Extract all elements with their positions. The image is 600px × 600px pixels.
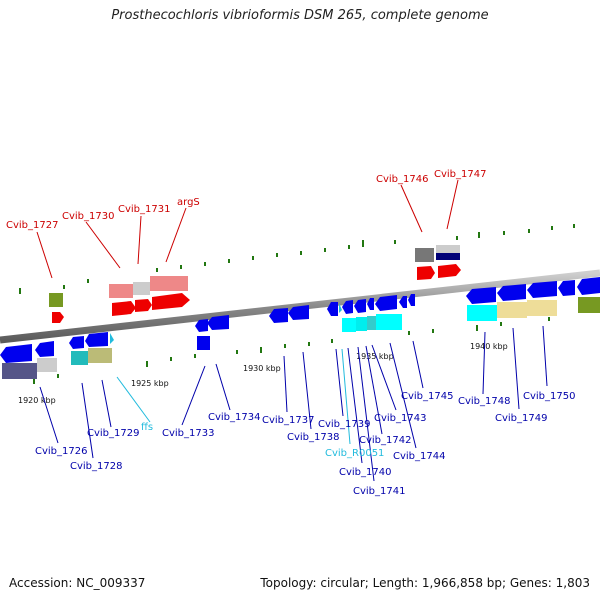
feature-1730-bar[interactable] bbox=[109, 284, 133, 298]
feature-1730-arrow[interactable] bbox=[112, 301, 136, 316]
genome-summary-text: Topology: circular; Length: 1,966,858 bp… bbox=[260, 576, 590, 590]
feature-1744-arrow[interactable] bbox=[399, 296, 407, 308]
feature-r0051-arrow[interactable] bbox=[339, 303, 342, 313]
map-title: Prosthecochloris vibrioformis DSM 265, c… bbox=[111, 8, 489, 23]
feature-1739-arrow[interactable] bbox=[327, 302, 338, 316]
gene-label-cvib-1745[interactable]: Cvib_1745 bbox=[401, 391, 453, 402]
gene-label-cvib-1744[interactable]: Cvib_1744 bbox=[393, 451, 445, 462]
gene-label-cvib-1740[interactable]: Cvib_1740 bbox=[339, 467, 391, 478]
gene-label-cvib-1742[interactable]: Cvib_1742 bbox=[359, 435, 411, 446]
gene-label-cvib-1743[interactable]: Cvib_1743 bbox=[374, 413, 426, 424]
gene-label-cvib-1734[interactable]: Cvib_1734 bbox=[208, 412, 260, 423]
gene-label-cvib-1749[interactable]: Cvib_1749 bbox=[495, 413, 547, 424]
feature-1748-arrow[interactable] bbox=[466, 287, 496, 304]
feature-1747-bar-dark[interactable] bbox=[436, 253, 460, 260]
feature-1747-bar[interactable] bbox=[436, 245, 460, 253]
gene-label-cvib-1729[interactable]: Cvib_1729 bbox=[87, 428, 139, 439]
feature-1726-bar[interactable] bbox=[2, 363, 37, 379]
feature-1728-arrow[interactable] bbox=[69, 336, 84, 349]
gene-labels: Cvib_1727 Cvib_1730 Cvib_1731 argS Cvib_… bbox=[6, 169, 575, 497]
feature-1746-arrow[interactable] bbox=[417, 266, 435, 280]
forward-features bbox=[49, 245, 461, 323]
feature-1727-bar[interactable] bbox=[49, 293, 63, 307]
feature-1738-arrow[interactable] bbox=[288, 305, 309, 320]
feature-1737-arrow[interactable] bbox=[269, 308, 288, 323]
feature-1748-bar[interactable] bbox=[467, 305, 497, 321]
scale-tick-1925: 1925 kbp bbox=[131, 379, 169, 388]
feature-1727-arrow[interactable] bbox=[52, 312, 64, 323]
feature-1728-bar[interactable] bbox=[71, 351, 88, 365]
feature-next-arrow-b[interactable] bbox=[577, 277, 600, 295]
accession-text: Accession: NC_009337 bbox=[9, 576, 146, 590]
feature-1731-arrow[interactable] bbox=[135, 299, 152, 312]
feature-args-bar[interactable] bbox=[150, 276, 188, 291]
feature-cluster-bar-b[interactable] bbox=[356, 317, 367, 331]
leader-lines bbox=[36, 179, 548, 482]
scale-tick-1930: 1930 kbp bbox=[243, 364, 281, 373]
feature-1746-bar[interactable] bbox=[415, 248, 434, 262]
scale-tick-1935: 1935 kbp bbox=[356, 352, 394, 361]
gene-label-cvib-1730[interactable]: Cvib_1730 bbox=[62, 211, 114, 222]
upper-dotted-track bbox=[19, 224, 575, 294]
feature-1729-arrow[interactable] bbox=[85, 332, 108, 347]
gene-label-ffs[interactable]: ffs bbox=[141, 422, 153, 433]
feature-1729-bar[interactable] bbox=[88, 348, 112, 363]
gene-label-cvib-1737[interactable]: Cvib_1737 bbox=[262, 415, 314, 426]
gene-label-cvib-1750[interactable]: Cvib_1750 bbox=[523, 391, 575, 402]
feature-1731-bar[interactable] bbox=[133, 282, 150, 295]
feature-1749-bar[interactable] bbox=[497, 302, 527, 318]
feature-ffs-arrow[interactable] bbox=[110, 333, 114, 344]
gene-label-cvib-r0051[interactable]: Cvib_R0051 bbox=[325, 448, 384, 459]
gene-label-cvib-1741[interactable]: Cvib_1741 bbox=[353, 486, 405, 497]
scale-ticks: 1920 kbp 1925 kbp 1930 kbp 1935 kbp 1940… bbox=[18, 342, 508, 405]
feature-cluster-bar-c[interactable] bbox=[367, 316, 376, 330]
feature-1734-arrow[interactable] bbox=[207, 315, 229, 330]
feature-1749-arrow[interactable] bbox=[497, 284, 526, 301]
gene-label-cvib-1747[interactable]: Cvib_1747 bbox=[434, 169, 486, 180]
feature-1747-arrow[interactable] bbox=[438, 264, 461, 278]
feature-1750-bar[interactable] bbox=[527, 300, 557, 316]
gene-label-cvib-1726[interactable]: Cvib_1726 bbox=[35, 446, 87, 457]
gene-label-cvib-1738[interactable]: Cvib_1738 bbox=[287, 432, 339, 443]
feature-1741-arrow[interactable] bbox=[354, 299, 366, 313]
feature-1733-arrow[interactable] bbox=[195, 319, 208, 332]
feature-1740-arrow[interactable] bbox=[342, 300, 353, 314]
scale-tick-1920: 1920 kbp bbox=[18, 396, 56, 405]
feature-1733-bar[interactable] bbox=[197, 336, 210, 350]
gene-label-args[interactable]: argS bbox=[177, 197, 200, 208]
gene-label-cvib-1728[interactable]: Cvib_1728 bbox=[70, 461, 122, 472]
feature-next-bar[interactable] bbox=[578, 297, 600, 313]
gene-label-cvib-1739[interactable]: Cvib_1739 bbox=[318, 419, 370, 430]
scale-tick-1940: 1940 kbp bbox=[470, 342, 508, 351]
feature-args-arrow[interactable] bbox=[152, 293, 190, 310]
feature-1745-arrow[interactable] bbox=[408, 294, 415, 306]
feature-1750-arrow[interactable] bbox=[527, 281, 557, 298]
feature-cluster-bar-d[interactable] bbox=[376, 314, 402, 330]
gene-label-cvib-1748[interactable]: Cvib_1748 bbox=[458, 396, 510, 407]
gene-label-cvib-1731[interactable]: Cvib_1731 bbox=[118, 204, 170, 215]
feature-cluster-bar-a[interactable] bbox=[342, 318, 356, 332]
feature-1726-arrow-a[interactable] bbox=[0, 344, 32, 363]
gene-label-cvib-1733[interactable]: Cvib_1733 bbox=[162, 428, 214, 439]
gene-label-cvib-1746[interactable]: Cvib_1746 bbox=[376, 174, 428, 185]
reverse-features bbox=[0, 277, 600, 379]
lower-dotted-track bbox=[33, 317, 550, 384]
feature-1726-arrow-b[interactable] bbox=[35, 341, 54, 357]
feature-1742-arrow[interactable] bbox=[367, 298, 374, 310]
gene-label-cvib-1727[interactable]: Cvib_1727 bbox=[6, 220, 58, 231]
feature-1743-arrow[interactable] bbox=[375, 295, 397, 311]
feature-next-arrow-a[interactable] bbox=[558, 280, 575, 296]
feature-1726-bar-grey[interactable] bbox=[37, 358, 57, 372]
